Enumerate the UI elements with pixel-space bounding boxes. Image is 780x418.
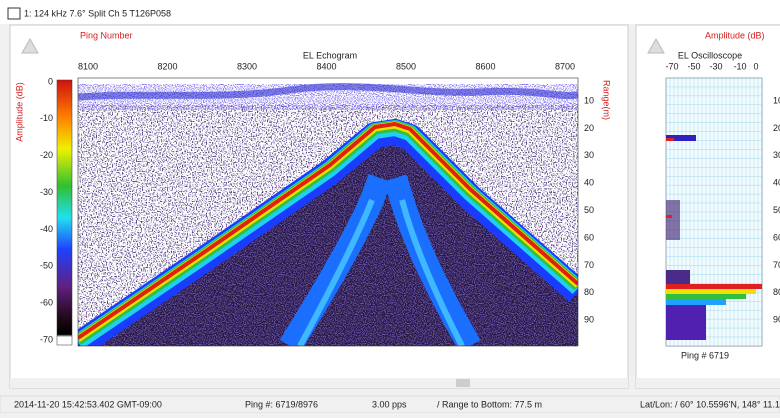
range-tick-label: 50 — [773, 205, 780, 215]
status-ping: Ping #: 6719/8976 — [245, 399, 318, 409]
echogram-image — [78, 78, 578, 346]
range-tick-label: 30 — [773, 150, 780, 160]
status-position: Lat/Lon: / 60° 10.5596'N, 148° 11.1553'W — [640, 399, 780, 409]
range-tick-label: 70 — [584, 260, 594, 270]
ping-label: Ping # 6719 — [681, 350, 729, 360]
x-axis-label: Ping Number — [80, 30, 133, 40]
range-tick-label: 20 — [773, 123, 780, 133]
trace — [666, 294, 746, 299]
surface-layer — [78, 83, 578, 101]
x-tick-label: 8400 — [316, 61, 336, 71]
range-tick-label: 60 — [773, 232, 780, 242]
range-tick-label: 80 — [584, 287, 594, 297]
color-axis-label: Amplitude (dB) — [14, 82, 24, 142]
echogram-title: EL Echogram — [303, 50, 357, 60]
x-tick-label: 8300 — [237, 61, 257, 71]
trace — [666, 284, 762, 289]
status-range: / Range to Bottom: 77.5 m — [437, 399, 542, 409]
h-scrollbar[interactable] — [636, 378, 780, 388]
range-tick-label: 20 — [584, 123, 594, 133]
oscilloscope-trace — [666, 135, 762, 340]
trace — [666, 299, 726, 305]
color-tick-label: -10 — [40, 113, 53, 123]
range-tick-label: 60 — [584, 232, 594, 242]
x-tick-label: 8500 — [396, 61, 416, 71]
trace — [666, 138, 674, 141]
oscilloscope-x-label: Amplitude (dB) — [705, 30, 765, 40]
trace — [666, 270, 690, 285]
color-tick-label: -50 — [40, 261, 53, 271]
x-tick-label: 8600 — [475, 61, 495, 71]
x-tick-label: -70 — [665, 61, 678, 71]
range-label: Range(m) — [602, 80, 612, 120]
range-tick-label: 50 — [584, 205, 594, 215]
range-tick-label: 90 — [584, 315, 594, 325]
x-tick-label: 0 — [753, 61, 758, 71]
echo-red — [78, 122, 578, 340]
trace — [666, 305, 706, 340]
color-tick-label: -70 — [40, 334, 53, 344]
color-tick-label: -60 — [40, 298, 53, 308]
range-tick-label: 80 — [773, 287, 780, 297]
x-tick-label: 8100 — [78, 61, 98, 71]
status-rate: 3.00 pps — [372, 399, 407, 409]
status-time: 2014-11-20 15:42:53.402 GMT-09:00 — [14, 399, 162, 409]
oscilloscope-title: EL Oscilloscope — [678, 50, 742, 60]
color-tick-label: -30 — [40, 187, 53, 197]
panel-icon — [647, 37, 665, 54]
panel-icon — [21, 37, 39, 54]
trace — [666, 200, 680, 240]
trace — [666, 135, 696, 141]
x-tick-label: 8700 — [555, 61, 575, 71]
window-title: 1: 124 kHz 7.6° Split Ch 5 T126P058 — [24, 8, 171, 18]
window-icon — [7, 7, 21, 20]
trace — [666, 289, 756, 294]
scroll-thumb[interactable] — [456, 379, 470, 387]
subbottom-cyan — [297, 198, 465, 346]
x-tick-label: -30 — [709, 61, 722, 71]
title-bar — [0, 0, 780, 24]
plot-frame — [77, 77, 579, 347]
x-tick-label: 8200 — [157, 61, 177, 71]
range-tick-label: 10 — [773, 95, 780, 105]
color-tick-label: -20 — [40, 150, 53, 160]
color-bar — [56, 79, 73, 346]
h-scrollbar[interactable] — [10, 378, 628, 388]
range-tick-label: 90 — [773, 315, 780, 325]
color-tick-label: 0 — [48, 76, 53, 86]
trace — [666, 215, 672, 218]
range-tick-label: 70 — [773, 260, 780, 270]
color-tick-label: -40 — [40, 224, 53, 234]
range-tick-label: 30 — [584, 150, 594, 160]
range-tick-label: 40 — [773, 178, 780, 188]
x-tick-label: -10 — [733, 61, 746, 71]
x-tick-label: -50 — [687, 61, 700, 71]
bottom-echo — [78, 119, 578, 346]
range-tick-label: 10 — [584, 95, 594, 105]
range-tick-label: 40 — [584, 178, 594, 188]
